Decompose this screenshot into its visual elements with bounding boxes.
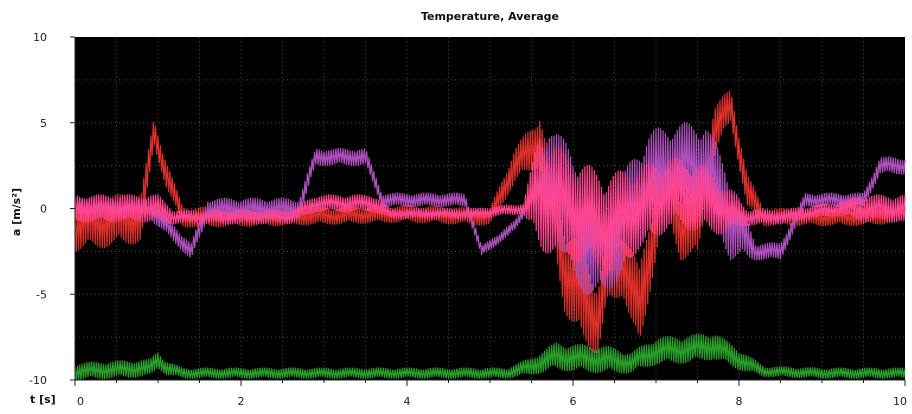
- y-tick-label: 0: [40, 203, 47, 216]
- y-tick-label: 10: [33, 31, 47, 44]
- x-tick-label: 4: [404, 395, 411, 408]
- y-tick-label: -5: [36, 288, 47, 301]
- chart-title: Temperature, Average: [421, 10, 559, 23]
- x-axis-label: t [s]: [30, 393, 56, 406]
- x-tick-label: 0: [77, 395, 84, 408]
- y-axis-label: a [m/s²]: [10, 188, 23, 236]
- x-tick-label: 8: [736, 395, 743, 408]
- x-tick-label: 2: [238, 395, 245, 408]
- axes: 10 5 0 -5 -10 0 2 4 6 8 10: [29, 31, 907, 408]
- y-tick-label: -10: [29, 374, 47, 387]
- series-line-4: [74, 333, 906, 381]
- x-tick-label: 10: [893, 395, 907, 408]
- series-line-3: [74, 139, 906, 277]
- y-tick-label: 5: [40, 117, 47, 130]
- x-tick-label: 6: [570, 395, 577, 408]
- series-layer: [74, 90, 906, 381]
